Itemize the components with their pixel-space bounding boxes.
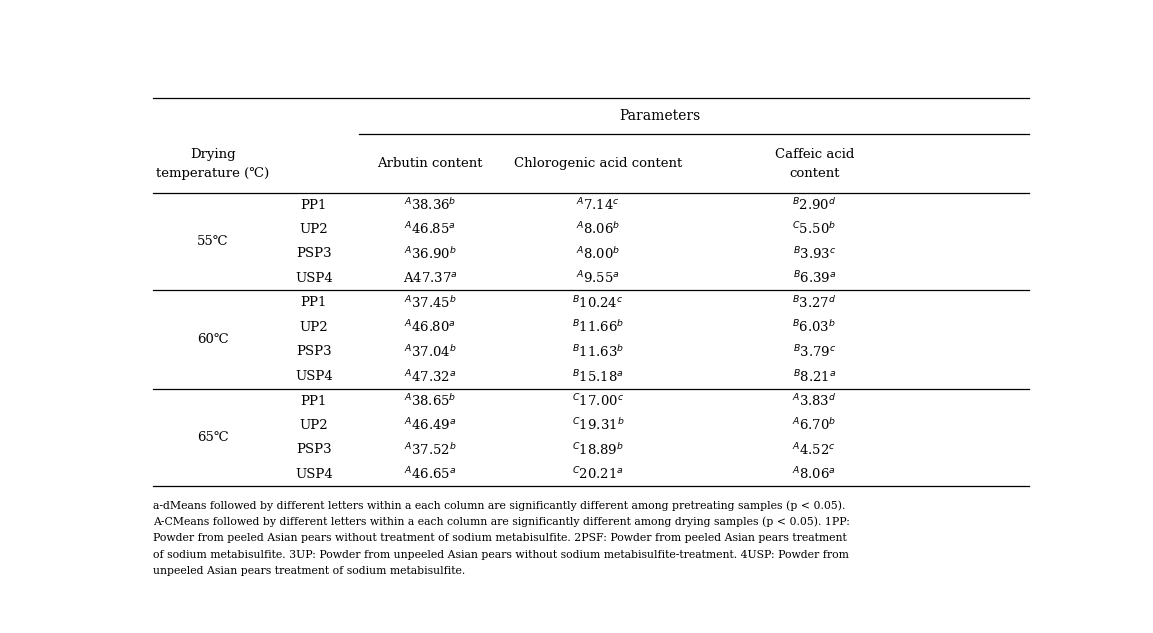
Text: PP1: PP1 [301, 199, 327, 211]
Text: $^{C}$20.21$^{a}$: $^{C}$20.21$^{a}$ [572, 466, 624, 482]
Text: $^{B}$6.39$^{a}$: $^{B}$6.39$^{a}$ [792, 270, 836, 287]
Text: $^{A}$38.36$^{b}$: $^{A}$38.36$^{b}$ [404, 197, 457, 213]
Text: Caffeic acid
content: Caffeic acid content [775, 147, 854, 180]
Text: $^{A}$3.83$^{d}$: $^{A}$3.83$^{d}$ [792, 393, 836, 409]
Text: $^{A}$47.32$^{a}$: $^{A}$47.32$^{a}$ [404, 368, 457, 385]
Text: 55℃: 55℃ [197, 235, 228, 248]
Text: $^{B}$6.03$^{b}$: $^{B}$6.03$^{b}$ [792, 320, 836, 335]
Text: $^{A}$46.49$^{a}$: $^{A}$46.49$^{a}$ [404, 417, 457, 434]
Text: $^{A}$37.45$^{b}$: $^{A}$37.45$^{b}$ [404, 295, 457, 311]
Text: $^{B}$3.27$^{d}$: $^{B}$3.27$^{d}$ [792, 295, 836, 311]
Text: $^{B}$15.18$^{a}$: $^{B}$15.18$^{a}$ [572, 368, 624, 385]
Text: PSP3: PSP3 [296, 443, 332, 456]
Text: $^{C}$18.89$^{b}$: $^{C}$18.89$^{b}$ [572, 442, 624, 458]
Text: $^{C}$17.00$^{c}$: $^{C}$17.00$^{c}$ [572, 392, 624, 410]
Text: UP2: UP2 [300, 321, 329, 334]
Text: $^{A}$4.52$^{c}$: $^{A}$4.52$^{c}$ [792, 441, 836, 458]
Text: $^{B}$3.79$^{c}$: $^{B}$3.79$^{c}$ [792, 344, 836, 360]
Text: unpeeled Asian pears treatment of sodium metabisulfite.: unpeeled Asian pears treatment of sodium… [153, 567, 466, 576]
Text: $^{A}$6.70$^{b}$: $^{A}$6.70$^{b}$ [792, 418, 836, 434]
Text: A47.37$^{a}$: A47.37$^{a}$ [402, 271, 458, 285]
Text: $^{A}$8.00$^{b}$: $^{A}$8.00$^{b}$ [576, 246, 620, 262]
Text: PP1: PP1 [301, 296, 327, 310]
Text: $^{B}$11.66$^{b}$: $^{B}$11.66$^{b}$ [572, 320, 624, 335]
Text: $^{A}$46.80$^{a}$: $^{A}$46.80$^{a}$ [405, 319, 455, 335]
Text: PSP3: PSP3 [296, 346, 332, 358]
Text: $^{B}$8.21$^{a}$: $^{B}$8.21$^{a}$ [793, 368, 836, 385]
Text: UP2: UP2 [300, 223, 329, 236]
Text: UP2: UP2 [300, 419, 329, 432]
Text: $^{A}$8.06$^{b}$: $^{A}$8.06$^{b}$ [576, 222, 620, 237]
Text: a-dMeans followed by different letters within a each column are significantly di: a-dMeans followed by different letters w… [153, 500, 845, 511]
Text: $^{A}$46.65$^{a}$: $^{A}$46.65$^{a}$ [404, 466, 457, 482]
Text: $^{C}$5.50$^{b}$: $^{C}$5.50$^{b}$ [792, 222, 836, 237]
Text: Parameters: Parameters [619, 109, 701, 123]
Text: $^{A}$36.90$^{b}$: $^{A}$36.90$^{b}$ [404, 246, 457, 262]
Text: PP1: PP1 [301, 394, 327, 408]
Text: 65℃: 65℃ [197, 431, 228, 444]
Text: USP4: USP4 [295, 370, 333, 383]
Text: $^{A}$8.06$^{a}$: $^{A}$8.06$^{a}$ [792, 466, 836, 482]
Text: A-CMeans followed by different letters within a each column are significantly di: A-CMeans followed by different letters w… [153, 517, 850, 527]
Text: $^{A}$9.55$^{a}$: $^{A}$9.55$^{a}$ [576, 270, 620, 287]
Text: $^{B}$11.63$^{b}$: $^{B}$11.63$^{b}$ [572, 344, 624, 360]
Text: $^{B}$2.90$^{d}$: $^{B}$2.90$^{d}$ [792, 197, 836, 213]
Text: Powder from peeled Asian pears without treatment of sodium metabisulfite. 2PSF: : Powder from peeled Asian pears without t… [153, 533, 846, 543]
Text: Drying
temperature (℃): Drying temperature (℃) [157, 147, 270, 180]
Text: PSP3: PSP3 [296, 248, 332, 260]
Text: Chlorogenic acid content: Chlorogenic acid content [514, 157, 683, 170]
Text: $^{A}$46.85$^{a}$: $^{A}$46.85$^{a}$ [405, 221, 455, 238]
Text: USP4: USP4 [295, 272, 333, 285]
Text: $^{A}$37.52$^{b}$: $^{A}$37.52$^{b}$ [404, 442, 457, 458]
Text: USP4: USP4 [295, 468, 333, 480]
Text: 60℃: 60℃ [197, 333, 228, 346]
Text: $^{C}$19.31$^{b}$: $^{C}$19.31$^{b}$ [572, 418, 624, 434]
Text: $^{A}$37.04$^{b}$: $^{A}$37.04$^{b}$ [404, 344, 457, 360]
Text: Arbutin content: Arbutin content [377, 157, 483, 170]
Text: of sodium metabisulfite. 3UP: Powder from unpeeled Asian pears without sodium me: of sodium metabisulfite. 3UP: Powder fro… [153, 549, 849, 560]
Text: $^{A}$38.65$^{b}$: $^{A}$38.65$^{b}$ [404, 393, 457, 409]
Text: $^{B}$10.24$^{c}$: $^{B}$10.24$^{c}$ [572, 294, 624, 311]
Text: $^{A}$7.14$^{c}$: $^{A}$7.14$^{c}$ [576, 197, 620, 213]
Text: $^{B}$3.93$^{c}$: $^{B}$3.93$^{c}$ [792, 246, 836, 262]
